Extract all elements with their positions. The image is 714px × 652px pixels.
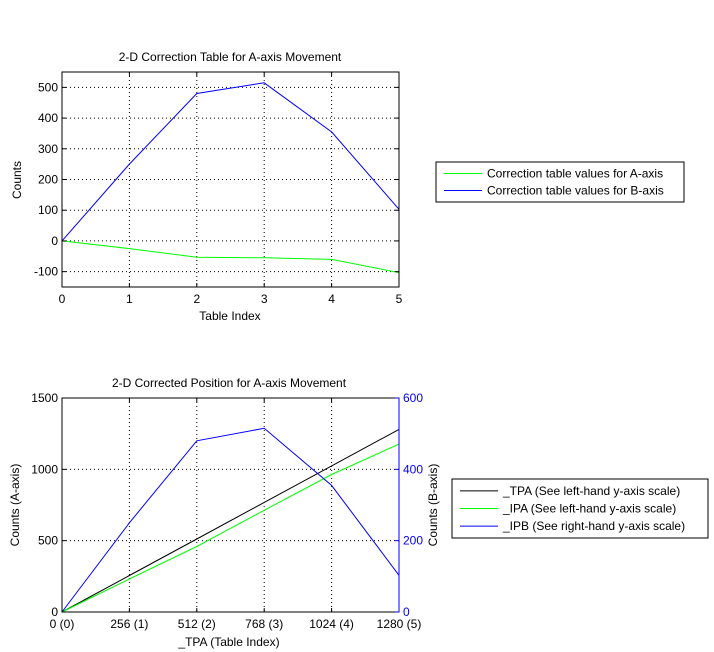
- y-tick-label: 100: [38, 203, 58, 217]
- series-line-2: [61, 427, 400, 613]
- chart-title: 2-D Corrected Position for A-axis Moveme…: [112, 376, 347, 390]
- legend-label: _IPB (See right-hand y-axis scale): [502, 519, 685, 533]
- x-tick-label: 1: [126, 292, 133, 306]
- chart-title: 2-D Correction Table for A-axis Movement: [119, 50, 342, 64]
- series-line-0: [61, 428, 400, 613]
- x-tick-label: 4: [328, 292, 335, 306]
- grid: [62, 398, 399, 612]
- chart-corrected-position: 2-D Corrected Position for A-axis Moveme…: [8, 376, 709, 649]
- legend-box: [435, 161, 685, 203]
- y-tick-label: 300: [38, 142, 58, 156]
- x-axis-label: _TPA (Table Index): [177, 635, 279, 649]
- legend-label: Correction table values for B-axis: [487, 184, 664, 198]
- x-tick-label: 1280 (5): [377, 617, 422, 631]
- y2-tick-label: 0: [403, 605, 410, 619]
- y-tick-label: 0: [51, 234, 58, 248]
- x-tick-label: 256 (1): [110, 617, 148, 631]
- x-tick-label: 3: [261, 292, 268, 306]
- y2-tick-label: 600: [403, 391, 423, 405]
- series-line-1: [61, 443, 400, 613]
- series-line-1: [61, 82, 400, 242]
- chart-correction-table: 2-D Correction Table for A-axis Movement…: [10, 50, 685, 323]
- series-line-0: [61, 240, 400, 274]
- x-tick-label: 0 (0): [50, 617, 75, 631]
- y-tick-label: 1000: [31, 462, 58, 476]
- y-tick-label: 500: [38, 80, 58, 94]
- x-tick-label: 5: [396, 292, 403, 306]
- series-group: [61, 82, 400, 274]
- y2-tick-label: 400: [403, 462, 423, 476]
- x-tick-label: 768 (3): [245, 617, 283, 631]
- x-tick-label: 0: [59, 292, 66, 306]
- ticks: 0 (0) 256 (1) 512 (2) 768 (3) 1024 (4) 1280 (…: [31, 391, 423, 631]
- y-tick-label: 400: [38, 111, 58, 125]
- legend: Correction table values for A-axis Correc…: [435, 161, 685, 203]
- legend-label: Correction table values for A-axis: [487, 167, 663, 181]
- series-group: [61, 427, 400, 613]
- x-axis-label: Table Index: [199, 309, 260, 323]
- legend-label: _TPA (See left-hand y-axis scale): [502, 484, 680, 498]
- x-tick-label: 1024 (4): [309, 617, 354, 631]
- plot-frame: [61, 397, 400, 613]
- y2-axis-label: Counts (B-axis): [426, 464, 440, 547]
- legend: _TPA (See left-hand y-axis scale) _IPA (S…: [451, 478, 709, 539]
- grid: [62, 72, 399, 287]
- y-axis-label: Counts (A-axis): [8, 464, 22, 547]
- y-tick-label: 1500: [31, 391, 58, 405]
- legend-label: _IPA (See left-hand y-axis scale): [502, 502, 676, 516]
- y-tick-label: 0: [51, 605, 58, 619]
- x-tick-label: 512 (2): [178, 617, 216, 631]
- y-tick-label: 200: [38, 173, 58, 187]
- y-tick-label: 500: [38, 534, 58, 548]
- x-tick-label: 2: [193, 292, 200, 306]
- y-axis-label: Counts: [10, 161, 24, 199]
- y-tick-label: -100: [34, 265, 58, 279]
- y2-tick-label: 200: [403, 534, 423, 548]
